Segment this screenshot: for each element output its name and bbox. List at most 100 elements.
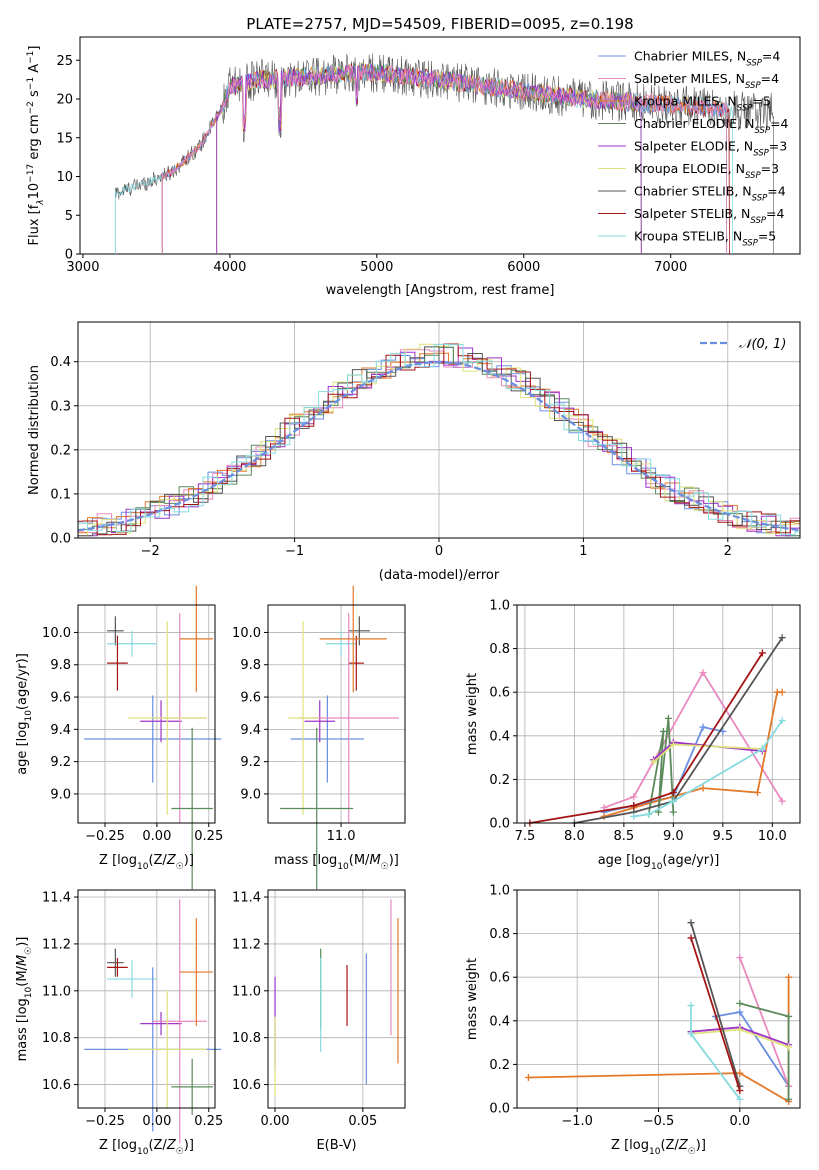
y-tick-label: 15	[56, 131, 73, 146]
y-tick-label: 9.2	[240, 755, 261, 770]
mass-weight-marker	[669, 741, 677, 749]
x-tick-label: 11.0	[327, 829, 356, 844]
legend-label: Kroupa STELIB, NSSP=5	[634, 229, 776, 249]
mass_vs_z-ylabel: mass [log10(M/M☉)]	[15, 937, 34, 1062]
legend-label: Salpeter ELODIE, NSSP=3	[634, 139, 787, 159]
y-tick-label: 5	[65, 209, 73, 224]
y-tick-label: 0.0	[50, 532, 71, 547]
y-tick-label: 11.0	[42, 984, 71, 999]
mass_vs_ebv-frame: 0.00 0.05 10.6 10.8 11.0 11.2 11.4	[232, 889, 406, 1129]
mass_vs_z-errorbars	[84, 899, 222, 1144]
age_vs_mass-frame: 11.0 9.0 9.2 9.4 9.6 9.8 10.0	[232, 604, 406, 844]
mass-weight-marker	[687, 1030, 695, 1038]
mass-weight-marker	[785, 1043, 793, 1051]
y-tick-label: 20	[56, 93, 73, 108]
age_vs_mass-errorbars	[280, 585, 399, 890]
legend-label: Chabrier ELODIE, NSSP=4	[634, 116, 789, 136]
mass_weight_vs_age-xlabel: age [log10(age/yr)]	[598, 853, 720, 872]
mass-weight-marker	[699, 784, 707, 792]
axes-frame	[267, 604, 406, 824]
x-tick-label: 0.00	[142, 1114, 171, 1129]
mass-weight-marker	[699, 669, 707, 677]
x-tick-label: 0.0	[729, 1114, 750, 1129]
y-tick-label: 25	[56, 54, 73, 69]
mass_vs_z-axes	[78, 890, 215, 1108]
y-tick-label: 9.4	[240, 723, 261, 738]
x-tick-label: 0.25	[194, 1114, 223, 1129]
x-tick-label: 8.5	[614, 829, 635, 844]
y-tick-label: 1.0	[489, 599, 510, 614]
legend-label: Kroupa MILES, NSSP=5	[634, 94, 771, 114]
mass_vs_z-xlabel: Z [log10(Z/Z☉)]	[99, 1138, 194, 1157]
x-tick-label: 0.00	[142, 829, 171, 844]
normal-reference-curve	[78, 360, 800, 532]
y-tick-label: 11.4	[42, 891, 71, 906]
mass-weight-marker	[736, 1095, 744, 1103]
y-tick-label: 0.4	[489, 1014, 510, 1029]
age_vs_z-frame: −0.25 0.00 0.25 9.0 9.2 9.4 9.6 9.8 10.0	[42, 604, 223, 844]
mass-weight-marker	[687, 919, 695, 927]
mass_weight_vs_z-ylabel: mass weight	[465, 958, 480, 1040]
x-tick-label: 2	[724, 544, 732, 559]
mass-weight-marker	[736, 1026, 744, 1034]
y-tick-label: 0.2	[50, 443, 71, 458]
mass-weight-marker	[736, 1069, 744, 1077]
y-tick-label: 0.2	[489, 1058, 510, 1073]
axes-frame	[77, 889, 216, 1109]
residuals-frame: −2 −1 0 1 2 0.0 0.1 0.2 0.3 0.4	[50, 321, 801, 559]
mass-weight-series-chabrier_stelib	[574, 637, 783, 824]
y-tick-label: 10.8	[42, 1031, 71, 1046]
spectrum-frame: 3000 4000 5000 6000 7000 0 5 10 15 20 25	[56, 36, 801, 275]
mass-weight-marker	[650, 758, 658, 766]
mass_vs_ebv-xlabel: E(B-V)	[316, 1138, 356, 1153]
axes-frame	[77, 604, 216, 824]
y-tick-label: 0.8	[489, 642, 510, 657]
mass-weight-marker	[669, 788, 677, 796]
y-tick-label: 0.4	[489, 729, 510, 744]
histogram-series-salpeter_stelib	[78, 343, 800, 536]
mass-weight-marker	[778, 797, 786, 805]
mass-weight-series-chabrier_elodie	[739, 1002, 790, 1100]
mass_weight_vs_age-ylabel: mass weight	[465, 673, 480, 755]
y-tick-label: 0	[65, 248, 73, 263]
y-tick-label: 9.8	[240, 658, 261, 673]
y-tick-label: 0.0	[489, 1102, 510, 1117]
mass_weight_vs_z-frame: −1.0 −0.5 0.0 0.0 0.2 0.4 0.6 0.8 1.0	[489, 884, 801, 1129]
residuals-xlabel: (data-model)/error	[379, 568, 500, 583]
y-tick-label: 9.0	[50, 787, 71, 802]
x-tick-label: −0.25	[85, 1114, 125, 1129]
mass-weight-marker	[758, 649, 766, 657]
y-tick-label: 0.3	[50, 399, 71, 414]
spectrum-series-chabrier_miles	[161, 64, 727, 254]
x-tick-label: −1	[285, 544, 304, 559]
x-tick-label: 3000	[66, 260, 99, 275]
mass-weight-marker	[736, 999, 744, 1007]
y-tick-label: 11.2	[232, 937, 261, 952]
spectrum-series-kroupa_miles	[161, 63, 727, 254]
y-tick-label: 11.2	[42, 937, 71, 952]
histogram-series-kroupa_stelib	[78, 343, 800, 536]
age_vs_mass-axes	[268, 605, 405, 823]
x-tick-label: 9.5	[712, 829, 733, 844]
mass-weight-series-salpeter_miles	[738, 957, 790, 1087]
mass-weight-marker	[630, 793, 638, 801]
histogram-series-salpeter_elodie	[78, 347, 800, 537]
mass-weight-marker	[785, 973, 793, 981]
legend-label: Salpeter STELIB, NSSP=4	[634, 206, 784, 226]
y-tick-label: 0.8	[489, 927, 510, 942]
mass-weight-marker	[630, 812, 638, 820]
mass_vs_ebv-errorbars	[274, 899, 399, 1097]
y-tick-label: 10	[56, 170, 73, 185]
mass-weight-series-salpeter_stelib	[690, 937, 741, 1091]
mass-weight-series-chabrier_stelib	[690, 922, 741, 1087]
x-tick-label: 0.25	[194, 829, 223, 844]
y-tick-label: 11.0	[232, 984, 261, 999]
x-tick-label: 6000	[507, 260, 540, 275]
y-tick-label: 11.4	[232, 891, 261, 906]
x-tick-label: −0.25	[85, 829, 125, 844]
mass-weight-series-salpeter_miles	[603, 670, 783, 809]
histogram-series-salpeter_miles	[78, 349, 800, 533]
legend-label: Chabrier MILES, NSSP=4	[634, 49, 780, 69]
y-tick-label: 0.6	[489, 686, 510, 701]
